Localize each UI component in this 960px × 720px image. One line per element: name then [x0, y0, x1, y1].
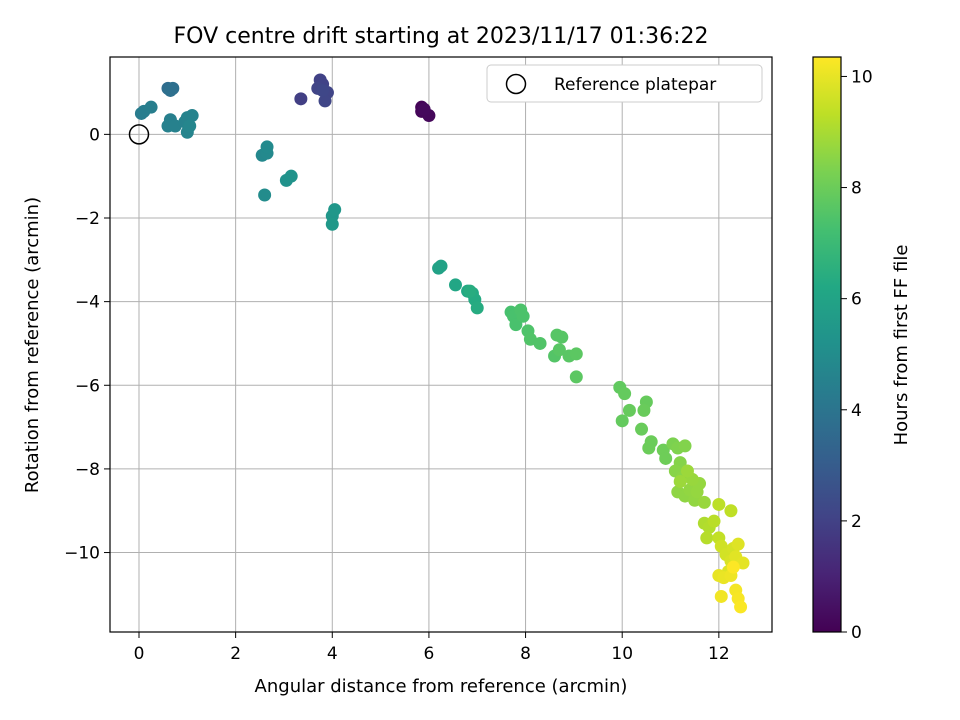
data-point [417, 102, 431, 116]
legend-marker [505, 73, 527, 95]
x-tick-label: 0 [134, 644, 145, 664]
y-tick-label: 0 [89, 125, 100, 145]
data-point [328, 203, 342, 217]
data-point [470, 301, 484, 315]
x-tick-label: 4 [327, 644, 338, 664]
data-point [697, 495, 711, 509]
data-point [533, 336, 547, 350]
data-point [163, 83, 177, 97]
data-point [552, 343, 566, 357]
data-point [700, 531, 714, 545]
data-point [707, 514, 721, 528]
data-point [258, 188, 272, 202]
data-point [448, 278, 462, 292]
colorbar-gradient [813, 57, 841, 632]
data-point [260, 140, 274, 154]
data-point [318, 94, 332, 108]
data-point [622, 403, 636, 417]
data-point [714, 589, 728, 603]
y-axis-ticks: 0 −2 −4 −6 −8 −10 [64, 125, 110, 564]
chart-title: FOV centre drift starting at 2023/11/17 … [174, 24, 709, 49]
y-axis-label: Rotation from reference (arcmin) [22, 197, 43, 493]
legend-box [486, 64, 763, 103]
data-point [659, 451, 673, 465]
reference-platepar-marker [128, 124, 150, 145]
colorbar-tick-label: 10 [851, 67, 873, 87]
y-tick-label: −8 [75, 460, 100, 480]
data-point [618, 387, 632, 401]
colorbar-tick-label: 6 [851, 290, 862, 310]
data-point [144, 100, 158, 114]
x-tick-label: 2 [230, 644, 241, 664]
x-axis-ticks: 0 2 4 6 8 10 12 [134, 632, 730, 664]
data-point [680, 464, 694, 478]
colorbar: 0 2 4 6 8 10 Hours from first FF file [812, 56, 912, 643]
legend: Reference platepar [486, 64, 763, 103]
data-point [712, 497, 726, 511]
data-point [635, 422, 649, 436]
data-point [726, 560, 740, 574]
y-tick-label: −2 [75, 209, 100, 229]
data-point [316, 83, 330, 97]
data-point [644, 435, 658, 449]
data-point [678, 439, 692, 453]
y-tick-label: −6 [75, 376, 100, 396]
x-tick-label: 8 [520, 644, 531, 664]
legend-label: Reference platepar [554, 75, 716, 95]
data-point [555, 330, 569, 344]
data-point [615, 414, 629, 428]
data-point [183, 119, 197, 133]
grid-lines [110, 57, 772, 632]
data-point [569, 370, 583, 384]
y-tick-label: −4 [75, 293, 100, 313]
data-point [516, 309, 530, 323]
colorbar-tick-label: 0 [851, 623, 862, 643]
data-point [673, 474, 687, 488]
colorbar-frame [812, 56, 842, 633]
x-tick-label: 6 [424, 644, 435, 664]
colorbar-label: Hours from first FF file [891, 245, 912, 446]
data-point [637, 403, 651, 417]
data-point [185, 109, 199, 123]
x-tick-label: 10 [611, 644, 633, 664]
data-point [734, 600, 748, 614]
colorbar-tick-label: 8 [851, 179, 862, 199]
data-point [294, 92, 308, 106]
data-point [569, 347, 583, 361]
colorbar-ticks: 0 2 4 6 8 10 [841, 67, 873, 643]
colorbar-tick-label: 2 [851, 512, 862, 532]
y-tick-label: −10 [64, 544, 100, 564]
data-point [284, 169, 298, 183]
data-points [134, 73, 750, 614]
x-axis-label: Angular distance from reference (arcmin) [255, 676, 628, 697]
data-point [731, 537, 745, 551]
plot-area [110, 57, 772, 632]
x-tick-label: 12 [708, 644, 730, 664]
data-point [434, 259, 448, 273]
data-point [325, 217, 339, 231]
colorbar-tick-label: 4 [851, 401, 862, 421]
data-point [724, 504, 738, 518]
plot-frame [109, 56, 773, 633]
data-point [463, 284, 477, 298]
